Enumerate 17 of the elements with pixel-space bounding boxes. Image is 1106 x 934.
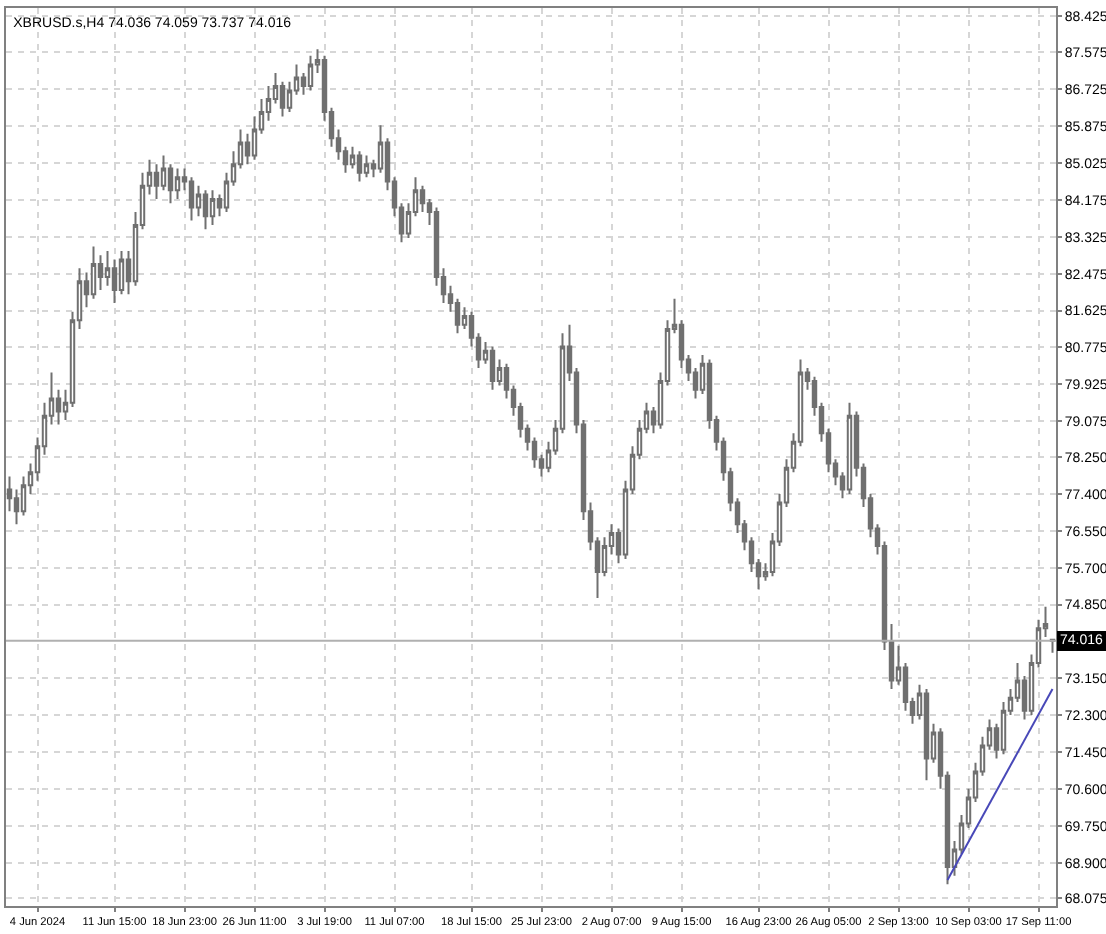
- candlestick: [97, 254, 104, 291]
- candlestick: [90, 245, 97, 300]
- candlestick: [153, 163, 160, 200]
- candlestick: [174, 167, 181, 200]
- candlestick: [489, 345, 496, 391]
- candlestick: [209, 189, 216, 226]
- candlestick: [188, 176, 195, 222]
- candlestick: [846, 401, 853, 495]
- candlestick: [167, 163, 174, 205]
- candlestick: [923, 688, 930, 782]
- candlestick: [118, 249, 125, 296]
- candlestick: [111, 258, 118, 304]
- candlestick: [356, 150, 363, 183]
- candlestick: [363, 154, 370, 179]
- candlestick: [307, 54, 314, 92]
- candlestick: [202, 189, 209, 231]
- candlestick: [279, 80, 286, 118]
